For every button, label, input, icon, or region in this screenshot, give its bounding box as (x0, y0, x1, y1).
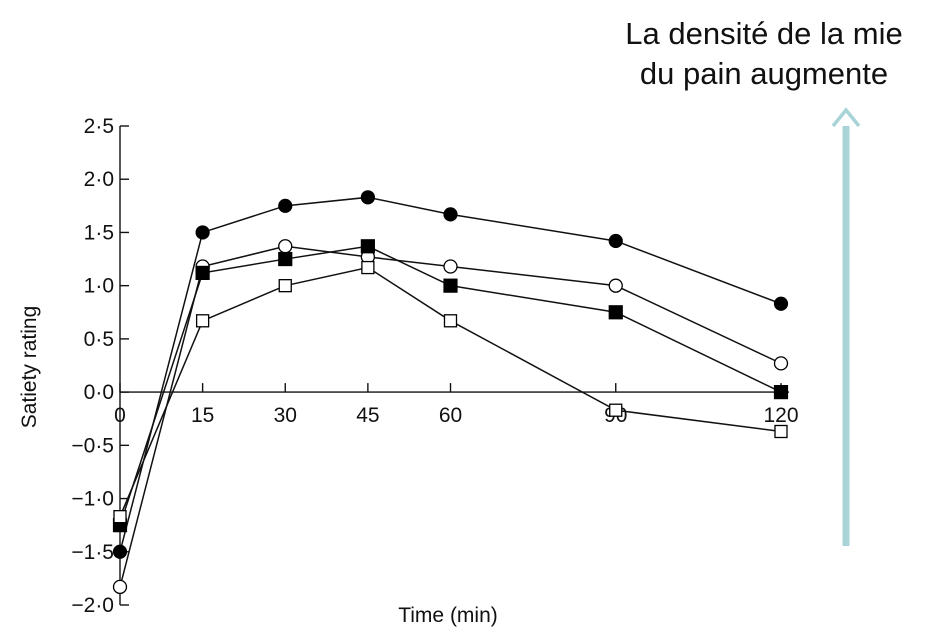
x-axis-ticks: 01530456090120 (114, 383, 799, 427)
data-point (195, 265, 210, 280)
data-point (112, 579, 128, 595)
x-tick-label: 30 (274, 404, 297, 427)
x-tick-label: 60 (439, 404, 462, 427)
y-tick-label: 1·5 (84, 221, 114, 244)
data-point (774, 424, 788, 439)
y-tick-label: −1·5 (71, 541, 114, 564)
series-layer (112, 190, 789, 595)
data-point (195, 314, 210, 328)
annotation-arrow-head (831, 107, 861, 128)
data-point (608, 278, 623, 293)
data-point (278, 239, 293, 254)
y-axis-title: Satiety rating (18, 306, 41, 429)
density-annotation: La densité de la mie du pain augmente (625, 16, 903, 546)
series-line (119, 196, 782, 552)
y-tick-label: 0·5 (84, 328, 114, 351)
x-tick-label: 15 (191, 404, 214, 427)
data-point (443, 259, 458, 274)
annotation-line-2: du pain augmente (640, 56, 888, 91)
data-point (773, 356, 789, 371)
data-point (773, 296, 789, 311)
y-tick-label: 1·0 (84, 275, 114, 298)
x-tick-label: 120 (763, 404, 798, 427)
data-point (278, 279, 292, 293)
data-point (195, 225, 210, 240)
y-tick-label: −0·5 (71, 434, 114, 457)
x-tick-label: 0 (114, 404, 126, 427)
data-point (773, 385, 789, 400)
x-tick-label: 45 (356, 404, 379, 427)
y-axis-ticks: 2·5 2·0 1·5 1·0 0·5 0·0 −0·5 −1·0 −1·5 −2·0 (71, 115, 129, 617)
data-point (113, 510, 127, 524)
annotation-line-1: La densité de la mie (625, 16, 902, 51)
y-tick-label: 2·0 (84, 168, 114, 191)
x-axis-title: Time (min) (398, 604, 498, 627)
data-point (443, 207, 458, 222)
data-point (360, 190, 375, 205)
data-point (609, 403, 623, 417)
data-point (443, 314, 458, 328)
data-point (443, 278, 458, 293)
series-open-square (113, 260, 788, 524)
data-point (608, 305, 623, 320)
data-point (278, 198, 293, 213)
data-point (360, 239, 375, 254)
y-tick-label: 2·5 (84, 115, 114, 138)
data-point (608, 233, 623, 249)
y-tick-label: −1·0 (71, 488, 114, 511)
y-tick-label: 0·0 (84, 381, 114, 404)
axes (119, 126, 789, 605)
series-filled-circle (112, 190, 789, 559)
data-point (361, 260, 375, 275)
data-point (112, 544, 128, 559)
y-tick-label: −2·0 (71, 594, 114, 617)
data-point (278, 251, 293, 267)
